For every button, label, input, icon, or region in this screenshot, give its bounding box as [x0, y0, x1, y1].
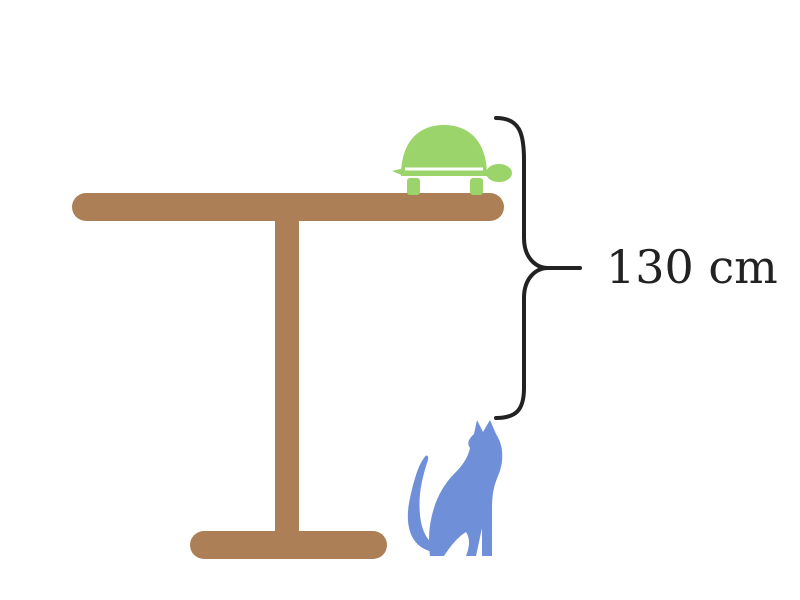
- turtle-leg-front: [470, 178, 483, 195]
- table-top: [72, 193, 504, 221]
- table-leg: [275, 216, 299, 538]
- cat-body: [429, 420, 503, 556]
- turtle-leg-back: [407, 178, 420, 195]
- height-label: 130 cm: [606, 240, 778, 294]
- turtle-head: [486, 164, 512, 182]
- turtle-tail: [392, 168, 404, 176]
- table: [72, 193, 504, 559]
- curly-brace: [494, 116, 582, 420]
- cat-tail: [407, 455, 440, 552]
- table-base: [190, 531, 387, 559]
- turtle-shell: [401, 125, 487, 176]
- turtle-icon: [392, 125, 512, 195]
- cat-icon: [407, 420, 503, 556]
